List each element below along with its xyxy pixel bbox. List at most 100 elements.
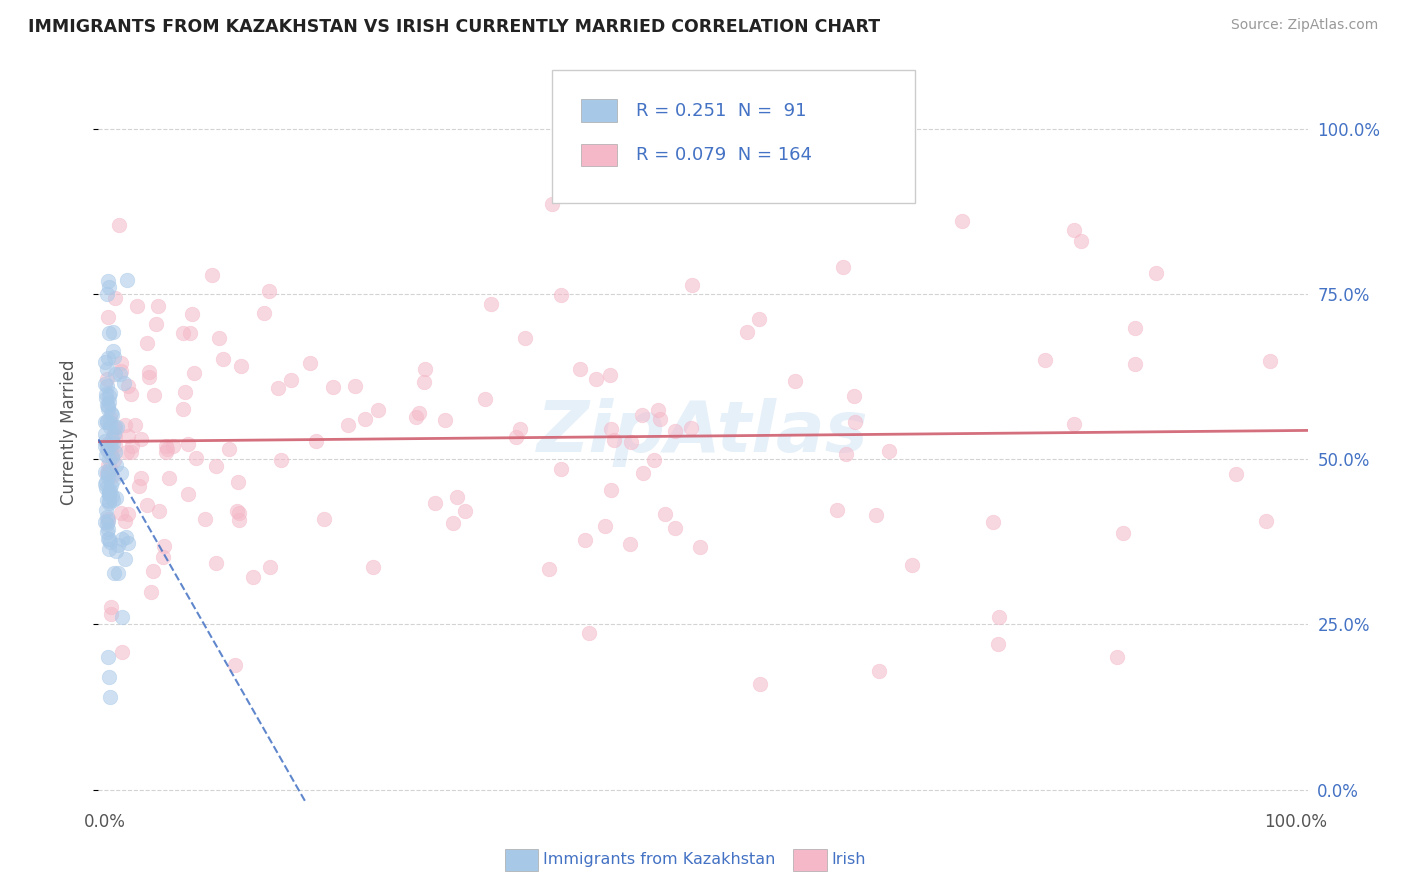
Point [103, 453, 125, 467]
Point [104, 291, 127, 305]
Point [96, 467, 118, 481]
Text: R = 0.251  N =  91: R = 0.251 N = 91 [637, 102, 807, 120]
Point [541, 197, 564, 211]
Point [155, 445, 177, 459]
Point [865, 508, 887, 523]
Point [208, 331, 231, 345]
Point [115, 273, 138, 287]
Point [987, 637, 1010, 651]
Point [114, 514, 136, 528]
Point [834, 447, 856, 461]
Point [162, 439, 184, 453]
Point [96, 378, 118, 392]
Point [367, 402, 389, 417]
Point [111, 645, 134, 659]
Point [619, 537, 641, 551]
Point [1063, 223, 1085, 237]
Point [112, 376, 135, 390]
Point [1070, 234, 1092, 248]
Point [454, 504, 477, 518]
Point [96, 437, 118, 451]
Point [413, 376, 436, 390]
Point [114, 552, 136, 566]
Point [226, 503, 249, 517]
Point [96, 415, 118, 429]
Point [104, 458, 127, 472]
Point [446, 490, 468, 504]
Point [505, 430, 527, 444]
Point [585, 372, 607, 386]
Point [224, 657, 246, 672]
Point [138, 370, 160, 384]
Point [1033, 352, 1056, 367]
Point [110, 466, 132, 480]
Point [713, 168, 735, 182]
Point [748, 677, 770, 691]
Point [1260, 354, 1282, 368]
Point [152, 539, 174, 553]
Point [96, 286, 118, 301]
Point [737, 325, 759, 339]
Point [868, 664, 890, 678]
Point [96, 362, 118, 376]
Point [550, 461, 572, 475]
Point [194, 512, 217, 526]
Point [96, 372, 118, 386]
Point [218, 442, 240, 456]
Point [103, 421, 125, 435]
Point [103, 426, 125, 441]
Point [101, 490, 124, 504]
Point [631, 466, 654, 480]
Point [115, 444, 138, 458]
Point [98, 411, 121, 425]
Point [100, 406, 122, 420]
Point [97, 326, 120, 340]
Point [180, 307, 202, 321]
Point [100, 607, 122, 622]
Point [184, 451, 207, 466]
Point [183, 366, 205, 380]
Point [100, 478, 122, 492]
Point [107, 538, 129, 552]
Point [312, 512, 335, 526]
Point [98, 483, 121, 497]
FancyBboxPatch shape [551, 70, 915, 203]
Point [172, 401, 194, 416]
Point [105, 420, 128, 434]
Point [98, 542, 121, 557]
Point [135, 336, 157, 351]
Point [783, 374, 806, 388]
Point [1144, 267, 1167, 281]
Point [983, 515, 1005, 529]
Point [509, 422, 531, 436]
Point [117, 428, 139, 442]
Point [201, 268, 224, 282]
Point [600, 422, 623, 436]
Point [1256, 514, 1278, 528]
Point [104, 367, 127, 381]
Point [322, 380, 344, 394]
Point [148, 299, 170, 313]
Point [515, 331, 537, 345]
Point [97, 484, 120, 499]
Point [98, 386, 121, 401]
Point [104, 438, 127, 452]
Point [96, 516, 118, 531]
Point [748, 312, 770, 326]
Point [100, 433, 122, 447]
Point [94, 355, 117, 369]
Point [101, 429, 124, 443]
Point [101, 326, 124, 340]
Point [172, 326, 194, 340]
Point [689, 541, 711, 555]
Point [97, 402, 120, 417]
Point [900, 558, 922, 572]
Point [94, 387, 117, 401]
Point [1125, 320, 1147, 334]
Point [96, 481, 118, 495]
Point [844, 415, 866, 429]
Point [100, 437, 122, 451]
Point [252, 306, 274, 320]
FancyBboxPatch shape [581, 144, 617, 166]
Point [825, 502, 848, 516]
